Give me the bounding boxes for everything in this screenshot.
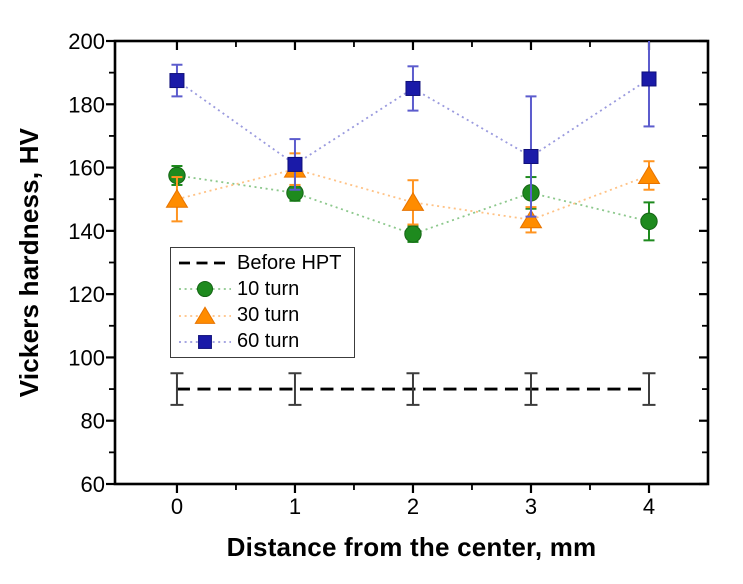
dotted-line (176, 78, 650, 166)
x-tick-label: 3 (525, 494, 537, 519)
legend-sample-blue-square (179, 334, 231, 349)
x-tick-label: 2 (407, 494, 419, 519)
data-point-square (523, 148, 539, 164)
legend-sample-green-circle (179, 281, 231, 298)
x-tick-label: 1 (289, 494, 301, 519)
x-axis-title: Distance from the center, mm (226, 532, 597, 562)
legend-item-before-hpt: Before HPT (178, 251, 354, 275)
y-axis-title: Vickers hardness, HV (14, 127, 44, 398)
data-point-triangle (519, 209, 543, 229)
y-tick-label: 200 (68, 29, 105, 54)
y-tick-label: 100 (68, 345, 105, 370)
series-60-turn (169, 41, 657, 218)
data-point-triangle (401, 191, 425, 211)
legend-label: 10 turn (237, 277, 300, 300)
y-tick-label: 120 (68, 282, 105, 307)
data-point-square (169, 73, 185, 89)
data-point-triangle (637, 165, 661, 184)
x-tick-label: 4 (643, 494, 655, 519)
data-point-triangle (165, 188, 189, 208)
legend-item-60-turn: 60 turn (178, 330, 354, 354)
x-tick-label: 0 (171, 494, 183, 519)
legend-sample-orange-triangle (179, 305, 231, 324)
legend-label: Before HPT (237, 251, 342, 274)
legend-sample-dashed-line (179, 261, 231, 265)
y-tick-label: 80 (81, 409, 105, 434)
y-tick-label: 180 (68, 92, 105, 117)
legend: Before HPT 10 turn 30 turn 60 turn (170, 247, 355, 358)
series-before-hpt (170, 372, 656, 406)
legend-item-10-turn: 10 turn (178, 277, 354, 301)
data-point-square (198, 334, 212, 349)
data-point-circle (640, 212, 658, 231)
dotted-line (176, 174, 650, 235)
y-tick-label: 140 (68, 219, 105, 244)
legend-item-30-turn: 30 turn (178, 304, 354, 328)
axes-frame (113, 39, 710, 486)
data-point-square (641, 71, 657, 87)
data-point-circle (196, 281, 214, 298)
y-tick-label: 160 (68, 156, 105, 181)
data-point-square (405, 80, 421, 96)
y-tick-label: 60 (81, 472, 105, 497)
data-point-triangle (194, 305, 216, 324)
series-30-turn (165, 152, 661, 234)
legend-label: 60 turn (237, 330, 300, 353)
legend-label: 30 turn (237, 304, 300, 327)
data-point-square (287, 156, 303, 172)
data-point-circle (404, 225, 422, 243)
